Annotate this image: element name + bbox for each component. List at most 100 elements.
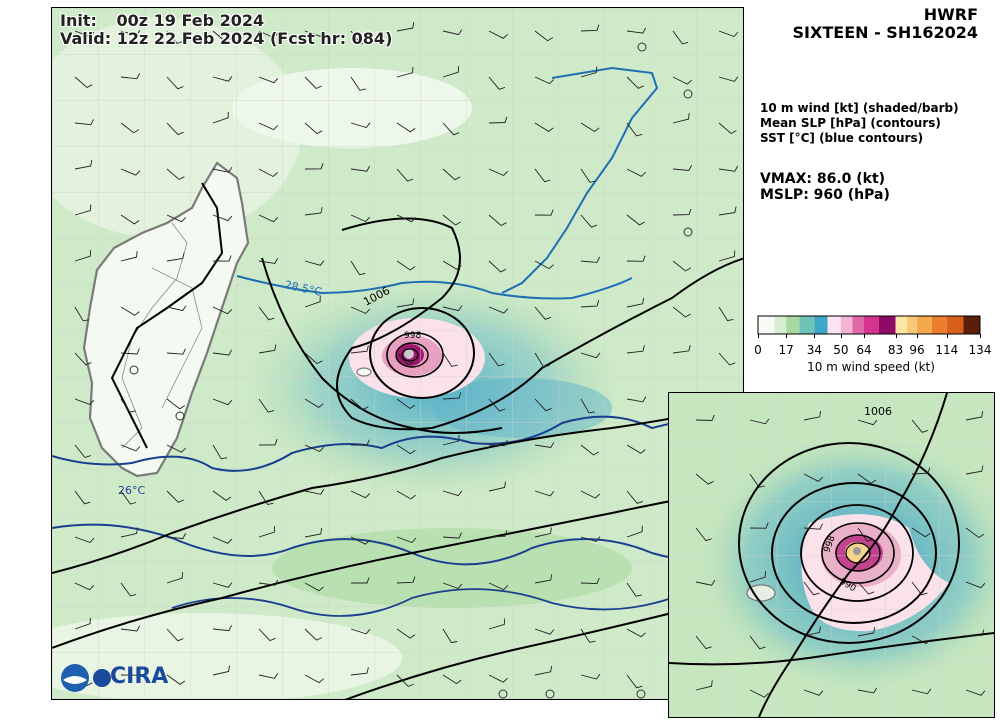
wind-barb <box>258 306 275 321</box>
wind-barb <box>672 345 691 354</box>
wind-barb <box>695 473 714 485</box>
legend-wind: 10 m wind [kt] (shaded/barb) <box>760 101 959 115</box>
inset-slp-970 <box>845 542 871 564</box>
colorbar-tick-label: 114 <box>935 343 959 357</box>
wind-barb <box>120 669 140 676</box>
colorbar-tick-mark <box>786 334 788 338</box>
wind-barb <box>672 260 691 272</box>
wind-barb <box>672 30 689 45</box>
legend-sst: SST [°C] (blue contours) <box>760 131 924 145</box>
sst-contour-28-5 <box>236 275 633 300</box>
wind-barb <box>212 76 233 82</box>
wind-barb <box>166 122 184 136</box>
wind-barb <box>396 168 414 182</box>
wind-barb <box>350 536 371 545</box>
wind-barb <box>166 628 184 642</box>
init-value: 00z 19 Feb 2024 <box>116 11 265 30</box>
wind-barb <box>626 628 646 638</box>
wind-barb <box>396 444 416 455</box>
inset-island <box>746 584 776 602</box>
wind-barb <box>580 444 599 456</box>
wind-barb <box>626 674 643 689</box>
wind-barb <box>396 490 416 500</box>
station-markers <box>129 42 693 699</box>
noaa-logo-icon <box>61 664 111 692</box>
colorbar-segment <box>917 316 932 334</box>
slp-contour-980 <box>395 342 429 368</box>
colorbar-segment <box>864 316 879 334</box>
wind-barb <box>718 122 737 135</box>
colorbar-segment <box>827 316 841 334</box>
colorbar-segment <box>946 316 964 334</box>
wind-barb <box>672 306 691 318</box>
wind-barb <box>672 76 693 85</box>
wind-barb <box>580 214 598 228</box>
madagascar-regions <box>121 222 203 449</box>
wind-barb <box>442 532 462 539</box>
wind-barb <box>695 680 713 691</box>
wind-barb <box>442 628 458 644</box>
wind-barb <box>120 214 140 225</box>
wind-barb <box>580 398 595 414</box>
colorbar-segment <box>774 316 787 334</box>
wind-barb <box>212 111 229 124</box>
wind-barb <box>166 348 186 355</box>
wind-barb <box>212 625 233 632</box>
wind-barb <box>580 256 601 263</box>
wind-barb <box>749 473 765 488</box>
slp-contour-990 <box>386 332 444 378</box>
wind-barb <box>911 581 928 596</box>
wind-barb <box>258 214 279 223</box>
wind-barb <box>166 532 187 540</box>
wind-barb <box>534 76 555 85</box>
colorbar-segment <box>840 316 853 334</box>
inset-slp-south <box>669 632 994 666</box>
wind-barb <box>304 260 325 266</box>
wind-barb <box>120 625 141 632</box>
wind-barb <box>212 665 230 676</box>
wind-barb <box>488 352 505 367</box>
wind-barb <box>212 166 233 173</box>
init-label: Init: <box>60 11 97 30</box>
wind-barb <box>488 618 506 630</box>
vmax-readout: VMAX: 86.0 (kt) <box>760 171 886 187</box>
colorbar-segment <box>814 316 828 334</box>
wind-barb <box>534 442 555 448</box>
wind-barb <box>166 168 185 181</box>
slp-contour-1012 <box>52 402 743 574</box>
wind-barb <box>695 635 712 650</box>
wind-barb <box>304 76 322 90</box>
wind-barb <box>534 306 552 320</box>
wind-barb <box>965 581 986 589</box>
wind-barb <box>258 439 278 446</box>
inset-wind-barbs <box>695 410 986 698</box>
wind-barb <box>166 490 184 503</box>
colorbar-segment <box>799 316 815 334</box>
wind-barb <box>258 30 279 39</box>
wind-barb <box>718 76 739 82</box>
wind-barb <box>120 30 141 36</box>
wind-barb <box>488 76 506 90</box>
wind-barb <box>212 214 233 222</box>
wind-barb <box>74 398 95 406</box>
wind-barb <box>350 398 369 411</box>
wind-barb <box>396 298 415 308</box>
wind-barb <box>803 581 820 596</box>
wind-barb <box>350 76 366 91</box>
wind-barb <box>304 489 325 495</box>
wind-barb <box>442 66 460 78</box>
wind-barb <box>120 122 140 134</box>
wind-barb <box>120 168 141 176</box>
wind-barb <box>488 440 508 447</box>
wind-barb <box>258 526 276 538</box>
wind-barb <box>396 628 416 639</box>
wind-barb <box>74 250 92 262</box>
wind-barb <box>534 122 554 132</box>
init-line: Init: 00z 19 Feb 2024 <box>60 11 264 30</box>
slp-contour-1008 <box>261 257 503 434</box>
wind-barb <box>749 418 770 425</box>
wind-barb <box>350 122 371 129</box>
wind-barb <box>212 30 231 42</box>
wind-barb <box>626 255 646 262</box>
wind-barb <box>749 689 770 698</box>
